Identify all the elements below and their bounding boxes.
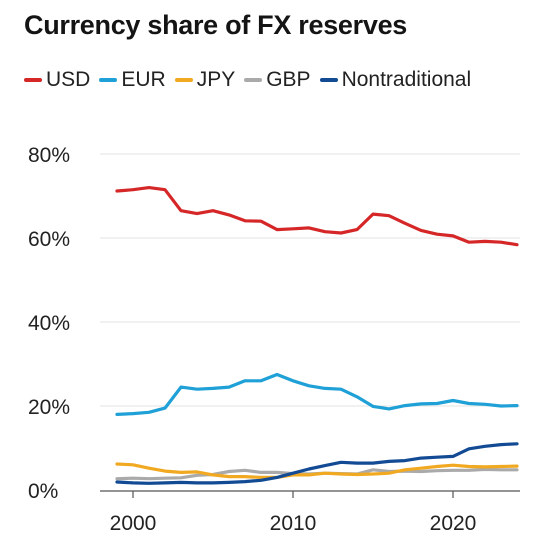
series-line-usd	[115, 186, 519, 247]
y-tick-label-80: 80%	[28, 144, 70, 167]
legend-swatch-usd	[24, 78, 42, 82]
legend-label-nontraditional: Nontraditional	[341, 68, 472, 91]
x-tick-label-2020: 2020	[430, 512, 477, 535]
legend-label-eur: EUR	[121, 68, 166, 91]
y-tick-label-60: 60%	[28, 228, 70, 251]
y-tick-label-0: 0%	[28, 480, 58, 503]
legend-swatch-jpy	[174, 78, 193, 82]
x-axis: 2000 2010 2020	[100, 490, 520, 535]
series-line-eur	[115, 372, 519, 416]
legend-item-gbp: GBP	[244, 68, 311, 92]
legend-swatch-nontraditional	[319, 78, 338, 82]
x-tick-label-2010: 2010	[270, 512, 317, 535]
y-tick-label-20: 20%	[28, 396, 70, 419]
legend-label-jpy: JPY	[196, 68, 236, 91]
series-line-nontraditional	[115, 442, 519, 485]
y-axis-ticks: 0% 20% 40% 60% 80%	[28, 144, 70, 503]
y-tick-label-40: 40%	[28, 312, 70, 335]
chart-legend: USD EUR JPY GBP Nontraditional	[24, 68, 480, 92]
gridlines	[100, 153, 520, 407]
legend-item-usd: USD	[24, 68, 90, 92]
legend-label-gbp: GBP	[266, 68, 311, 91]
legend-item-nontraditional: Nontraditional	[319, 68, 472, 92]
legend-item-eur: EUR	[99, 68, 166, 92]
series-lines	[115, 186, 519, 485]
legend-label-usd: USD	[46, 68, 91, 91]
chart-title: Currency share of FX reserves	[24, 10, 407, 40]
series-line-jpy	[115, 462, 519, 479]
legend-swatch-eur	[99, 78, 118, 82]
x-tick-label-2000: 2000	[110, 512, 157, 535]
legend-swatch-gbp	[244, 78, 263, 82]
legend-item-jpy: JPY	[174, 68, 236, 92]
